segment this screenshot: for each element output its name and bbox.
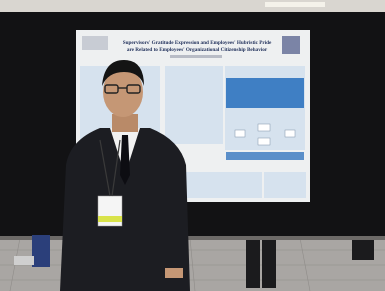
poster-bar	[226, 152, 304, 160]
ceiling-light	[265, 2, 325, 7]
poster-authors	[170, 55, 222, 58]
stand	[32, 235, 50, 267]
badge-ribbon	[98, 216, 122, 222]
page: {"poster": {"title_lines": ["Supervisors…	[0, 0, 385, 291]
poster-title: are Related to Employees' Organizational…	[127, 47, 268, 53]
photo: Supervisors' Gratitude Expression and Em…	[0, 0, 385, 291]
person-legs	[262, 240, 276, 288]
bag	[14, 256, 34, 265]
panel-base	[0, 236, 385, 240]
person-legs	[246, 240, 260, 288]
hand	[165, 268, 183, 278]
person-legs	[352, 240, 374, 260]
poster-table	[226, 78, 304, 108]
ceiling	[0, 0, 385, 14]
poster-logo	[82, 36, 108, 50]
poster-seal	[282, 36, 300, 54]
poster-title: Supervisors' Gratitude Expression and Em…	[123, 40, 272, 46]
